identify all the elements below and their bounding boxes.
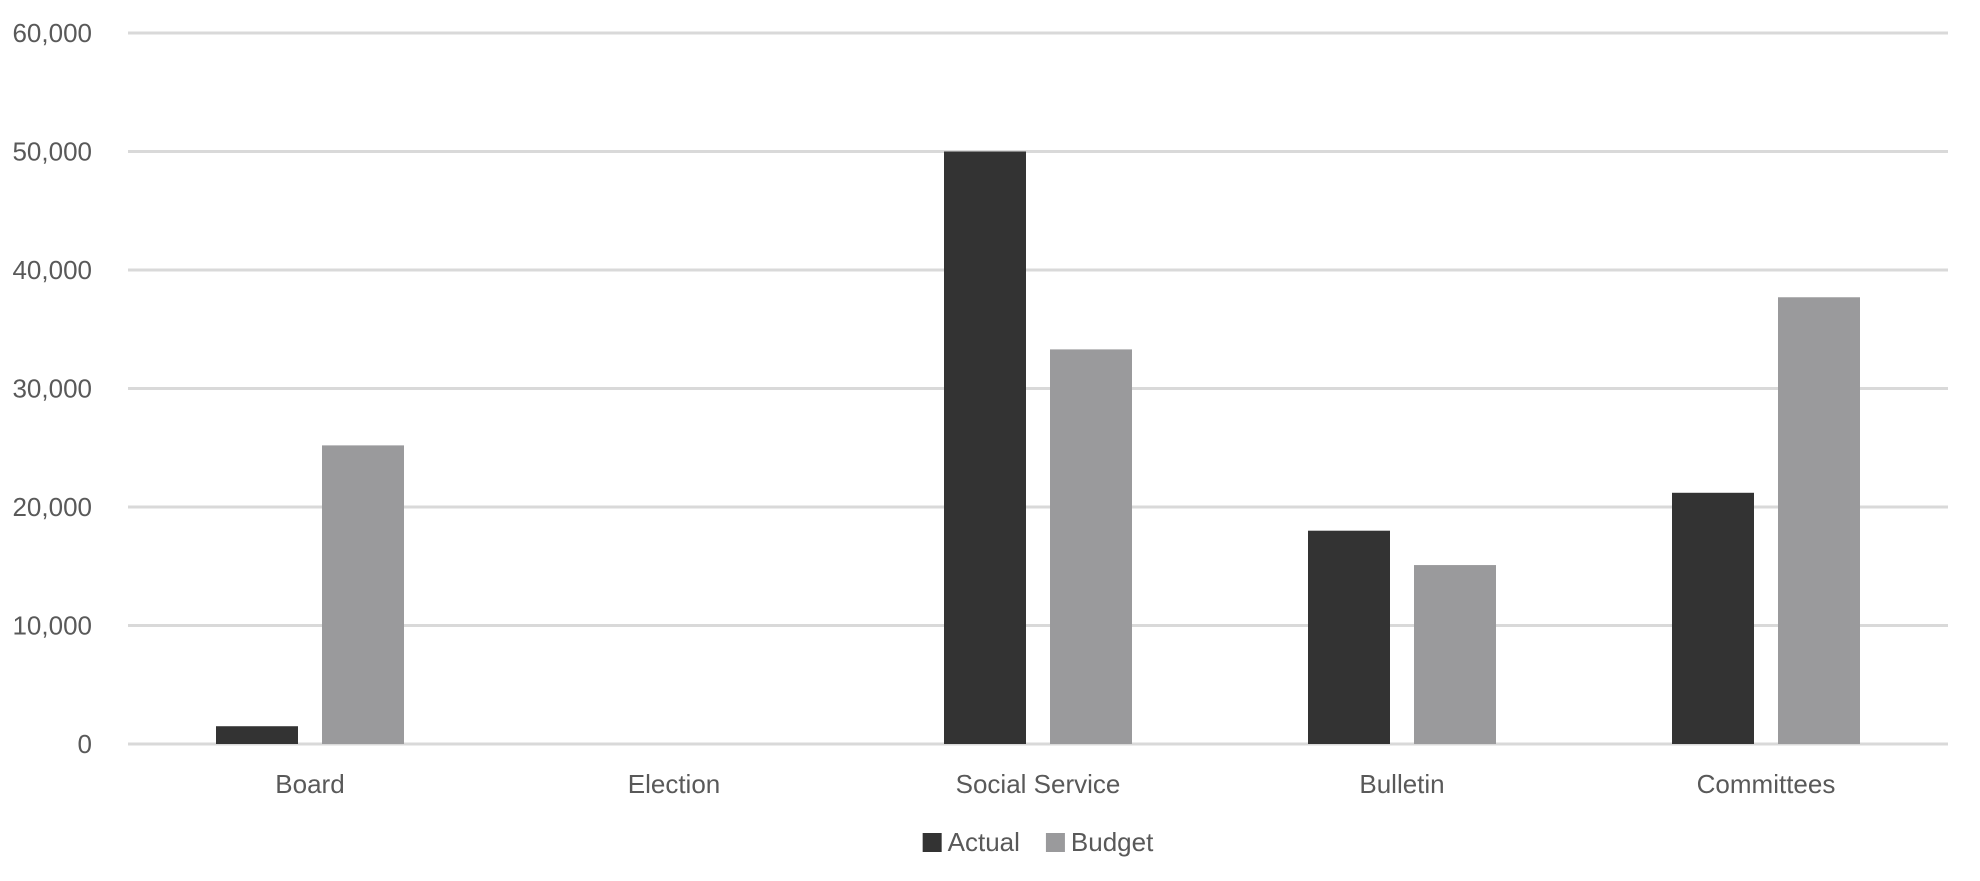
bar-budget-bulletin bbox=[1414, 565, 1496, 744]
bar-actual-board bbox=[216, 726, 298, 744]
bar-budget-social-service bbox=[1050, 349, 1132, 744]
x-category-label: Social Service bbox=[956, 769, 1121, 799]
bars bbox=[216, 151, 1860, 744]
legend-swatch-budget bbox=[1045, 833, 1065, 852]
legend-swatch-actual bbox=[922, 833, 942, 852]
bar-actual-bulletin bbox=[1308, 530, 1390, 744]
x-category-label: Bulletin bbox=[1359, 769, 1444, 799]
y-tick-label: 60,000 bbox=[12, 18, 92, 48]
legend: Actual Budget bbox=[922, 827, 1154, 857]
y-tick-label: 40,000 bbox=[12, 255, 92, 285]
y-tick-label: 0 bbox=[78, 729, 92, 759]
x-axis-category-labels: Board Election Social Service Bulletin Commi… bbox=[275, 769, 1835, 799]
y-tick-label: 30,000 bbox=[12, 374, 92, 404]
bar-budget-board bbox=[322, 445, 404, 744]
y-axis-tick-labels: 0 10,000 20,000 30,000 40,000 50,000 60,000 bbox=[12, 18, 92, 759]
legend-label-actual: Actual bbox=[948, 827, 1020, 857]
y-tick-label: 10,000 bbox=[12, 611, 92, 641]
y-tick-label: 20,000 bbox=[12, 492, 92, 522]
x-category-label: Committees bbox=[1697, 769, 1836, 799]
x-category-label: Election bbox=[628, 769, 721, 799]
gridlines bbox=[128, 31, 1948, 746]
bar-actual-committees bbox=[1672, 492, 1754, 744]
legend-label-budget: Budget bbox=[1071, 827, 1154, 857]
x-category-label: Board bbox=[275, 769, 344, 799]
bar-budget-committees bbox=[1778, 297, 1860, 744]
y-tick-label: 50,000 bbox=[12, 137, 92, 167]
bar-actual-social-service bbox=[944, 151, 1026, 744]
